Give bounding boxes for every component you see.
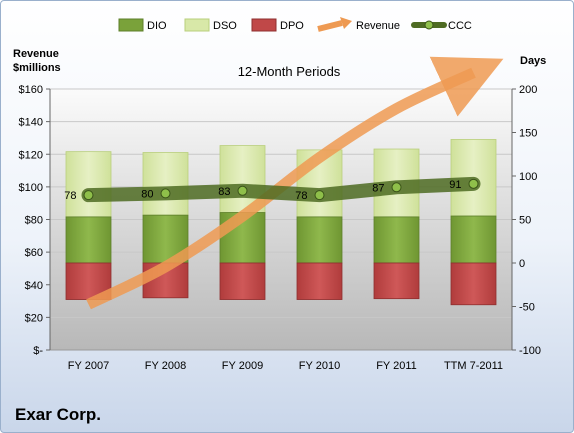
ccc-data-label: 80	[141, 188, 153, 200]
x-tick-label: FY 2009	[222, 360, 263, 372]
ccc-point	[160, 188, 171, 199]
ccc-point	[237, 185, 248, 196]
legend-label-dio: DIO	[147, 20, 167, 32]
legend-label-dso: DSO	[213, 20, 237, 32]
legend-swatch-dso	[184, 18, 210, 32]
ccc-point	[314, 190, 325, 201]
right-tick-label: 50	[519, 215, 531, 227]
legend-marker-ccc	[424, 20, 434, 30]
left-axis: $- $20 $40 $60 $80 $100 $120 $140 $160	[19, 84, 51, 357]
ccc-series: 78 80 83 78 87 91	[64, 176, 481, 203]
ccc-line	[81, 176, 481, 203]
legend-label-revenue: Revenue	[356, 20, 400, 32]
ccc-data-label: 83	[218, 186, 230, 198]
x-tick-label: FY 2011	[376, 360, 417, 372]
right-tick-label: 0	[519, 258, 525, 270]
ccc-data-label: 87	[372, 182, 384, 194]
x-tick-label: FY 2008	[145, 360, 186, 372]
ccc-point	[468, 178, 479, 189]
chart-title: 12-Month Periods	[238, 64, 341, 79]
dpo-bar	[296, 262, 343, 300]
dio-bar	[65, 216, 112, 264]
bars	[65, 139, 497, 306]
ccc-point	[391, 182, 402, 193]
left-tick-label: $80	[25, 215, 43, 227]
ccc-data-label: 91	[449, 179, 461, 191]
x-tick-label: FY 2007	[68, 360, 109, 372]
left-tick-label: $160	[19, 84, 43, 96]
right-tick-label: -100	[519, 345, 541, 357]
left-tick-label: $140	[19, 117, 43, 129]
dio-bar	[296, 216, 343, 264]
dpo-bar	[450, 262, 497, 306]
dso-bar	[65, 151, 112, 218]
left-tick-label: $120	[19, 149, 43, 161]
legend-label-ccc: CCC	[448, 20, 472, 32]
left-axis-title-line1: Revenue	[13, 48, 59, 60]
left-axis-title-line2: $millions	[13, 62, 61, 74]
ccc-data-label: 78	[64, 190, 76, 202]
dio-bar	[373, 216, 420, 264]
dso-bar	[142, 152, 189, 216]
ccc-point	[83, 190, 94, 201]
right-axis: -100 -50 0 50 100 150 200	[511, 84, 541, 357]
legend-swatch-dio	[118, 18, 144, 32]
right-axis-title: Days	[520, 55, 546, 67]
dpo-bar	[373, 262, 420, 300]
right-tick-label: 200	[519, 84, 537, 96]
ccc-data-label: 78	[295, 190, 307, 202]
x-axis-labels: FY 2007 FY 2008 FY 2009 FY 2010 FY 2011 TTM 7…	[68, 360, 503, 372]
dio-bar	[450, 215, 497, 264]
x-tick-label: TTM 7-2011	[444, 360, 503, 372]
left-tick-label: $100	[19, 182, 43, 194]
dpo-bar	[219, 262, 266, 300]
company-name: Exar Corp.	[15, 405, 101, 424]
right-tick-label: 100	[519, 171, 537, 183]
right-tick-label: 150	[519, 128, 537, 140]
legend-label-dpo: DPO	[280, 20, 304, 32]
x-tick-label: FY 2010	[299, 360, 340, 372]
legend: DIO DSO DPO Revenue CCC	[118, 17, 472, 32]
left-tick-label: $60	[25, 247, 43, 259]
legend-arrowhead	[340, 17, 352, 29]
left-tick-label: $40	[25, 280, 43, 292]
legend-swatch-revenue	[317, 20, 343, 32]
left-tick-label: $20	[25, 312, 43, 324]
right-tick-label: -50	[519, 302, 535, 314]
left-tick-label: $-	[33, 345, 43, 357]
legend-swatch-dpo	[251, 18, 277, 32]
